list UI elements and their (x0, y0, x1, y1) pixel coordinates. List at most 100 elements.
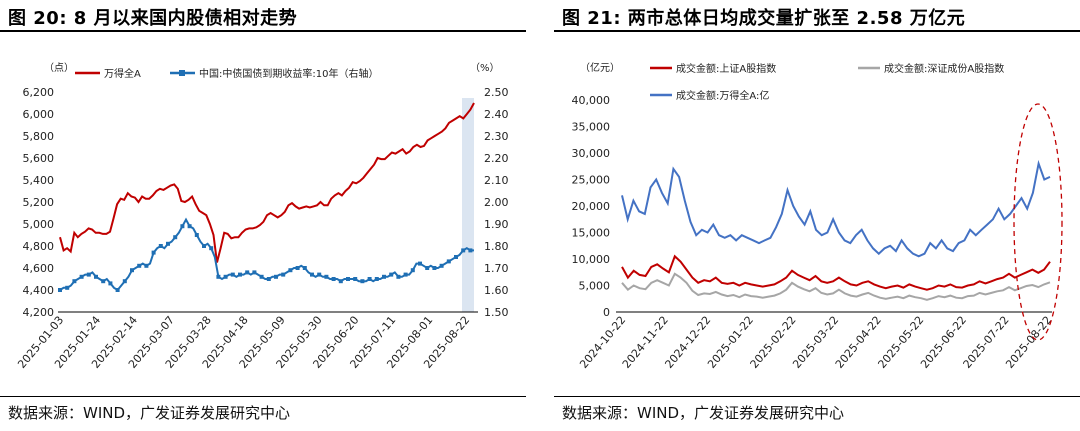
bond-yield-point (410, 268, 415, 273)
bond-yield-point (166, 241, 170, 246)
bond-yield-point (108, 281, 113, 286)
figure-21-title-text: 两市总体日均成交量扩张至 2.58 万亿元 (627, 8, 966, 29)
bond-yield-point (374, 277, 379, 281)
legend-label-shanghai: 成交金额:上证A股指数 (676, 62, 776, 75)
right-y-tick-label: 1.50 (484, 306, 509, 319)
figure-20-source: 数据来源：WIND，广发证券发展研究中心 (8, 404, 291, 422)
right-y-tick-label: 2.20 (484, 152, 509, 165)
y-tick-label: 20,000 (572, 200, 611, 213)
legend-label-shenzhen: 成交金额:深证成份A股指数 (884, 62, 1004, 75)
bond-yield-point (58, 288, 62, 292)
y-tick-label: 0 (603, 306, 610, 319)
bond-yield-point (288, 268, 293, 273)
bond-yield-point (360, 279, 365, 284)
bond-yield-point (461, 248, 466, 253)
figure-21-bottom-rule (554, 396, 1080, 397)
figure-21-panel: 图 21: 两市总体日均成交量扩张至 2.58 万亿元 （亿元） 成交金额:上证… (554, 0, 1080, 431)
left-y-tick-label: 4,800 (23, 240, 55, 253)
right-y-tick-label: 2.30 (484, 130, 509, 143)
figure-21-title: 图 21: 两市总体日均成交量扩张至 2.58 万亿元 (562, 4, 965, 30)
bond-yield-point (245, 270, 250, 275)
bond-yield-point (367, 277, 372, 281)
y-tick-label: 10,000 (572, 253, 611, 266)
figure-21-top-rule (554, 30, 1080, 32)
bond-yield-point (418, 261, 422, 266)
figure-21-chart: （亿元） 成交金额:上证A股指数 成交金额:深证成份A股指数 成交金额:万得全A… (572, 61, 1063, 371)
bond-yield-point (346, 277, 350, 281)
bond-yield-point (130, 268, 134, 273)
bond-yield-point (432, 266, 437, 270)
left-y-tick-label: 5,000 (23, 218, 55, 231)
left-y-tick-label: 6,200 (23, 86, 55, 99)
bond-yield-point (302, 266, 307, 270)
figure-20-label: 图 20: (8, 8, 68, 29)
bond-yield-point (158, 244, 163, 248)
bond-yield-point (101, 279, 106, 284)
bond-yield-point (173, 235, 178, 240)
y-axis-unit: （亿元） (580, 61, 620, 74)
bond-yield-point (259, 274, 264, 279)
bond-yield-point (180, 224, 185, 229)
left-y-tick-label: 4,200 (23, 306, 55, 319)
bond-yield-point (122, 279, 127, 284)
figure-20-chart: （点） （%） 万得全A 中国:中债国债到期收益率:10年（右轴） 6,200 6… (15, 62, 509, 371)
bond-yield-point (223, 274, 228, 279)
bond-yield-point (115, 288, 120, 292)
left-y-tick-label: 5,800 (23, 130, 55, 143)
left-y-tick-label: 5,400 (23, 174, 55, 187)
bond-yield-point (274, 274, 278, 279)
left-y-tick-label: 5,200 (23, 196, 55, 209)
bond-yield-point (187, 224, 192, 229)
right-y-tick-label: 1.60 (484, 284, 509, 297)
bond-yield-point (454, 255, 458, 259)
bond-yield-point (79, 274, 84, 279)
right-y-tick-label: 2.10 (484, 174, 509, 187)
bond-yield-point (65, 285, 70, 290)
y-tick-label: 25,000 (572, 174, 611, 187)
figure-20-top-rule (0, 30, 526, 32)
bond-yield-point (310, 272, 314, 277)
bond-yield-point (338, 279, 343, 284)
bond-yield-point (468, 248, 473, 253)
series-line-shenzhen (621, 272, 1051, 301)
bond-yield-point (389, 272, 394, 277)
figure-20-panel: 图 20: 8 月以来国内股债相对走势 （点） （%） 万得全A 中国:中债国债… (0, 0, 526, 431)
y-tick-label: 35,000 (572, 121, 611, 134)
figure-20-bottom-rule (0, 396, 526, 397)
y-tick-label: 15,000 (572, 227, 611, 240)
bond-yield-point (403, 272, 408, 277)
highlight-ellipse (1013, 103, 1063, 341)
series-line-wind-a (59, 102, 475, 263)
bond-yield-point (151, 250, 156, 255)
bond-yield-point (266, 277, 271, 281)
bond-yield-point (137, 263, 142, 268)
figure-21-label: 图 21: (562, 8, 622, 29)
y-tick-label: 5,000 (579, 280, 611, 293)
bond-yield-point (144, 263, 149, 268)
series-line-wind-a-turnover (621, 159, 1051, 258)
left-y-tick-label: 4,600 (23, 262, 55, 275)
right-y-tick-label: 1.70 (484, 262, 509, 275)
bond-yield-point (252, 270, 257, 275)
legend-label-wind-a-turnover: 成交金额:万得全A:亿 (676, 89, 769, 102)
bond-yield-point (238, 272, 242, 277)
bond-yield-point (317, 272, 322, 277)
bond-yield-point (439, 263, 444, 268)
right-y-tick-label: 2.00 (484, 196, 509, 209)
figure-20-title: 图 20: 8 月以来国内股债相对走势 (8, 4, 297, 30)
legend-label-wind-a: 万得全A (104, 67, 141, 80)
highlight-band (462, 98, 474, 312)
left-axis-unit: （点） (44, 62, 74, 74)
left-y-tick-label: 6,000 (23, 108, 55, 121)
bond-yield-point (382, 274, 386, 279)
bond-yield-point (396, 274, 401, 279)
left-y-tick-label: 4,400 (23, 284, 55, 297)
right-y-tick-label: 1.80 (484, 240, 509, 253)
left-y-tick-label: 5,600 (23, 152, 55, 165)
y-tick-label: 30,000 (572, 147, 611, 160)
right-axis-unit: （%） (470, 62, 500, 74)
legend-marker-bond-yield (179, 70, 185, 76)
y-tick-label: 40,000 (572, 94, 611, 107)
bond-yield-point (425, 266, 430, 270)
